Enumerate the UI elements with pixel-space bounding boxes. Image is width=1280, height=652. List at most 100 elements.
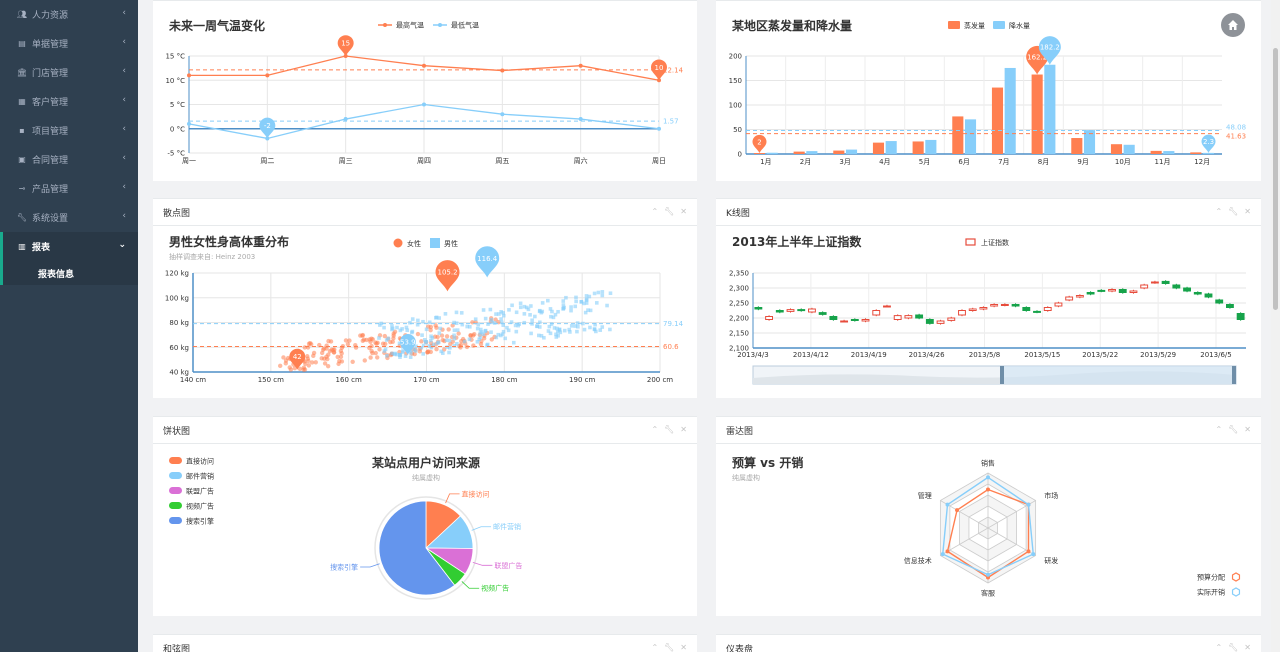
close-icon[interactable]: ✕ — [1244, 425, 1251, 434]
mark-point-0 — [752, 134, 767, 154]
x-tick-label: 8月 — [1038, 158, 1049, 166]
wrench-icon[interactable]: 🔧︎ — [664, 643, 675, 652]
panel-title: 散点图 — [163, 208, 191, 219]
bar — [1071, 138, 1083, 154]
y-tick-label: 0 — [738, 151, 742, 159]
collapse-icon[interactable]: ⌃ — [1215, 425, 1223, 434]
male-point — [485, 342, 490, 347]
data-point — [265, 73, 270, 78]
x-tick-label: 周四 — [417, 157, 431, 165]
male-point — [404, 325, 409, 330]
male-point — [437, 316, 442, 320]
male-point — [410, 317, 415, 321]
sidebar-item-5[interactable]: ▣ 合同管理 ‹ — [0, 145, 138, 174]
x-tick-label: 180 cm — [491, 376, 517, 384]
wrench-icon[interactable]: 🔧︎ — [664, 425, 675, 434]
scrollbar-thumb[interactable] — [1273, 48, 1278, 310]
page-scrollbar[interactable] — [1271, 0, 1280, 652]
pie-label-3: 视频广告 — [481, 584, 509, 593]
wrench-icon[interactable]: 🔧︎ — [664, 207, 675, 216]
sidebar-item-6[interactable]: ⊸ 产品管理 ‹ — [0, 174, 138, 203]
sidebar-item-1[interactable]: ▤ 单据管理 ‹ — [0, 29, 138, 58]
male-point — [419, 345, 424, 350]
chord-card: 和弦图 ⌃ 🔧︎ ✕ — [153, 634, 697, 652]
panel-title: 和弦图 — [163, 644, 191, 652]
collapse-icon[interactable]: ⌃ — [1215, 643, 1223, 652]
male-point — [605, 303, 609, 308]
close-icon[interactable]: ✕ — [1244, 207, 1251, 216]
male-point — [452, 336, 457, 341]
pie-card: 饼状图 ⌃ 🔧︎ ✕ 某站点用户访问来源 纯属虚构 直接访问 邮件营销 联盟广告 视频广告… — [153, 416, 697, 616]
male-point — [518, 305, 523, 310]
female-point — [335, 354, 340, 360]
data-point — [500, 112, 505, 117]
male-point — [564, 295, 568, 300]
candle-body — [1086, 292, 1095, 295]
male-point — [447, 338, 452, 343]
y-tick-label: 60 kg — [169, 344, 189, 352]
male-point — [539, 333, 544, 338]
collapse-icon[interactable]: ⌃ — [651, 643, 659, 652]
male-point — [452, 333, 456, 338]
mark-point-2-label: 182.2 — [1040, 44, 1060, 52]
female-point — [377, 347, 382, 352]
data-zoom-handle-left[interactable] — [1000, 366, 1004, 384]
female-point — [306, 358, 311, 364]
radar-point — [955, 508, 960, 513]
x-tick-label: 2013/5/15 — [1024, 351, 1060, 359]
mark-point-1 — [651, 59, 667, 81]
bar — [793, 151, 805, 154]
close-icon[interactable]: ✕ — [1244, 643, 1251, 652]
candle-body — [808, 308, 816, 313]
female-point — [336, 361, 341, 367]
male-point — [390, 324, 394, 328]
sidebar-item-label: 人力资源 — [32, 11, 69, 21]
male-point — [506, 328, 511, 333]
male-point — [488, 307, 493, 312]
sidebar-item-8[interactable]: ▥ 报表 ⌄ — [0, 232, 138, 261]
female-point — [309, 342, 314, 347]
sidebar-item-2[interactable]: 🏛︎ 门店管理 ‹ — [0, 58, 138, 87]
collapse-icon[interactable]: ⌃ — [1215, 207, 1223, 216]
collapse-icon[interactable]: ⌃ — [651, 425, 659, 434]
sidebar-item-7[interactable]: 🔧︎ 系统设置 ‹ — [0, 203, 138, 232]
wrench-icon[interactable]: 🔧︎ — [1228, 207, 1239, 216]
wrench-icon[interactable]: 🔧︎ — [1228, 425, 1239, 434]
sidebar-item-3[interactable]: ▦ 客户管理 ‹ — [0, 87, 138, 116]
female-point — [283, 358, 289, 363]
male-point — [393, 351, 398, 356]
sidebar-item-4[interactable]: ▪ 项目管理 ‹ — [0, 116, 138, 145]
mark-line-label-0: 60.6 — [663, 343, 679, 351]
close-icon[interactable]: ✕ — [680, 425, 687, 434]
chevron-left-icon: ‹ — [122, 66, 126, 76]
candle-body — [1011, 304, 1020, 307]
home-button[interactable] — [1221, 13, 1245, 37]
candle-body — [979, 307, 988, 310]
male-point — [424, 339, 429, 344]
female-point — [426, 349, 431, 354]
sidebar-subitem-0[interactable]: 报表信息 — [0, 261, 138, 285]
male-point — [490, 320, 494, 325]
data-zoom-handle-right[interactable] — [1232, 366, 1236, 384]
sidebar-item-label: 门店管理 — [32, 69, 69, 79]
male-point — [579, 299, 584, 304]
sidebar-item-0[interactable]: 👥︎ 人力资源 ‹ — [0, 0, 138, 29]
pie-outer-ring — [374, 496, 478, 600]
male-point — [477, 337, 482, 342]
collapse-icon[interactable]: ⌃ — [651, 207, 659, 216]
wrench-icon[interactable]: 🔧︎ — [1228, 643, 1239, 652]
male-point — [439, 349, 444, 354]
radar-indicator-2: 研发 — [1044, 556, 1058, 565]
bar — [1150, 150, 1162, 154]
pie-slice-4[interactable] — [378, 500, 456, 596]
pie-label-line-2 — [472, 562, 493, 566]
male-points — [377, 290, 613, 359]
male-point — [554, 335, 559, 339]
male-point — [556, 333, 560, 338]
chevron-left-icon: ‹ — [122, 95, 126, 105]
bar — [912, 141, 924, 154]
radar-point — [1031, 552, 1036, 557]
close-icon[interactable]: ✕ — [680, 207, 687, 216]
close-icon[interactable]: ✕ — [680, 643, 687, 652]
x-tick-label: 9月 — [1077, 158, 1088, 166]
